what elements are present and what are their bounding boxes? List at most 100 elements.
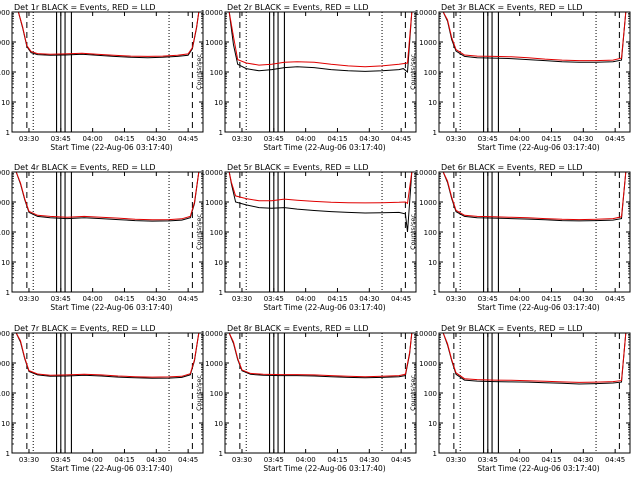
x-tick-label: 03:30 xyxy=(232,295,252,303)
y-tick-label: 1 xyxy=(433,289,437,297)
y-tick-label: 100 xyxy=(210,229,223,237)
lld-series-line xyxy=(442,11,627,62)
chart-panel: Det 4r BLACK = Events, RED = LLD Counts/s… xyxy=(0,163,204,312)
y-tick-label: 10000 xyxy=(0,330,10,338)
y-tick-label: 10 xyxy=(428,420,437,428)
x-tick-label: 04:15 xyxy=(541,135,561,143)
x-tick-label: 04:45 xyxy=(391,456,411,464)
x-tick-label: 04:00 xyxy=(510,295,530,303)
x-tick-label: 04:45 xyxy=(391,295,411,303)
chart-panel: Det 5r BLACK = Events, RED = LLD Counts/s… xyxy=(195,163,417,312)
lld-series-line xyxy=(15,171,200,221)
y-axis-label: Counts/sec xyxy=(409,214,417,250)
x-tick-label: 03:45 xyxy=(478,135,498,143)
x-tick-label: 04:15 xyxy=(114,295,134,303)
chart-panel: Det 6r BLACK = Events, RED = LLD Counts/s… xyxy=(409,163,631,312)
events-series-line xyxy=(442,171,627,222)
x-tick-label: 03:45 xyxy=(478,295,498,303)
y-tick-label: 10000 xyxy=(0,169,10,177)
plot-frame xyxy=(224,332,417,454)
x-tick-label: 04:45 xyxy=(391,135,411,143)
lld-series-line xyxy=(228,171,413,205)
y-tick-label: 1000 xyxy=(0,199,10,207)
x-tick-label: 04:45 xyxy=(605,295,625,303)
x-tick-label: 04:00 xyxy=(83,456,103,464)
y-tick-label: 100 xyxy=(424,229,437,237)
y-tick-label: 10 xyxy=(214,420,223,428)
chart-panel: Det 9r BLACK = Events, RED = LLD Counts/s… xyxy=(409,324,631,473)
plot-frame xyxy=(224,11,417,133)
x-tick-label: 04:15 xyxy=(114,135,134,143)
events-series-line xyxy=(442,11,627,63)
plot-frame xyxy=(438,171,631,293)
lld-series-line xyxy=(442,332,627,383)
lld-series-line xyxy=(15,332,200,378)
x-tick-label: 03:30 xyxy=(19,295,39,303)
events-series-line xyxy=(15,171,200,222)
x-tick-label: 04:30 xyxy=(359,456,379,464)
y-tick-label: 1 xyxy=(219,129,223,137)
x-tick-label: 03:30 xyxy=(19,135,39,143)
x-tick-label: 04:15 xyxy=(541,295,561,303)
x-axis-label: Start Time (22-Aug-06 03:17:40) xyxy=(263,464,385,473)
y-tick-label: 100 xyxy=(210,390,223,398)
x-tick-label: 03:30 xyxy=(232,135,252,143)
x-tick-label: 04:30 xyxy=(573,295,593,303)
x-tick-label: 04:45 xyxy=(178,135,198,143)
x-axis-label: Start Time (22-Aug-06 03:17:40) xyxy=(263,303,385,312)
events-series-line xyxy=(228,11,413,73)
x-tick-label: 03:30 xyxy=(19,456,39,464)
x-tick-label: 03:45 xyxy=(264,456,284,464)
x-tick-label: 04:15 xyxy=(327,456,347,464)
y-tick-label: 10000 xyxy=(0,9,10,17)
x-tick-label: 04:45 xyxy=(605,456,625,464)
y-tick-label: 10 xyxy=(1,99,10,107)
lld-series-line xyxy=(17,11,200,57)
y-tick-label: 10 xyxy=(428,99,437,107)
y-tick-label: 1 xyxy=(6,289,10,297)
x-tick-label: 04:00 xyxy=(296,456,316,464)
x-axis-label: Start Time (22-Aug-06 03:17:40) xyxy=(477,143,599,152)
chart-title: Det 8r BLACK = Events, RED = LLD xyxy=(227,324,369,333)
y-tick-label: 10000 xyxy=(415,169,437,177)
plot-frame xyxy=(11,11,204,133)
plot-frame xyxy=(438,11,631,133)
y-tick-label: 1000 xyxy=(205,39,223,47)
x-tick-label: 03:30 xyxy=(446,135,466,143)
x-tick-label: 04:15 xyxy=(541,456,561,464)
chart-panel: Det 3r BLACK = Events, RED = LLD Counts/s… xyxy=(409,3,631,152)
y-tick-label: 100 xyxy=(0,69,10,77)
x-axis-label: Start Time (22-Aug-06 03:17:40) xyxy=(477,303,599,312)
x-tick-label: 04:15 xyxy=(114,456,134,464)
x-tick-label: 04:00 xyxy=(83,295,103,303)
x-tick-label: 03:45 xyxy=(51,295,71,303)
y-tick-label: 1000 xyxy=(419,360,437,368)
y-tick-label: 10 xyxy=(1,420,10,428)
chart-title: Det 1r BLACK = Events, RED = LLD xyxy=(14,3,156,12)
chart-title: Det 5r BLACK = Events, RED = LLD xyxy=(227,163,369,172)
y-tick-label: 1 xyxy=(6,450,10,458)
y-tick-label: 10 xyxy=(1,259,10,267)
chart-panel: Det 8r BLACK = Events, RED = LLD Counts/s… xyxy=(195,324,417,473)
y-axis-label: Counts/sec xyxy=(409,54,417,90)
chart-title: Det 2r BLACK = Events, RED = LLD xyxy=(227,3,369,12)
y-tick-label: 1000 xyxy=(0,360,10,368)
x-tick-label: 04:30 xyxy=(146,456,166,464)
y-tick-label: 10000 xyxy=(415,330,437,338)
chart-panel: Det 7r BLACK = Events, RED = LLD Counts/s… xyxy=(0,324,204,473)
x-tick-label: 04:00 xyxy=(510,456,530,464)
x-tick-label: 04:15 xyxy=(327,295,347,303)
y-tick-label: 1000 xyxy=(0,39,10,47)
y-tick-label: 10 xyxy=(428,259,437,267)
y-axis-label: Counts/sec xyxy=(195,214,203,250)
lld-series-line xyxy=(228,11,413,68)
x-tick-label: 04:30 xyxy=(359,295,379,303)
y-tick-label: 10 xyxy=(214,99,223,107)
y-tick-label: 1000 xyxy=(419,199,437,207)
events-series-line xyxy=(228,171,413,233)
y-axis-label: Counts/sec xyxy=(195,375,203,411)
plot-frame xyxy=(11,171,204,293)
x-tick-label: 04:00 xyxy=(510,135,530,143)
y-tick-label: 10000 xyxy=(201,169,223,177)
